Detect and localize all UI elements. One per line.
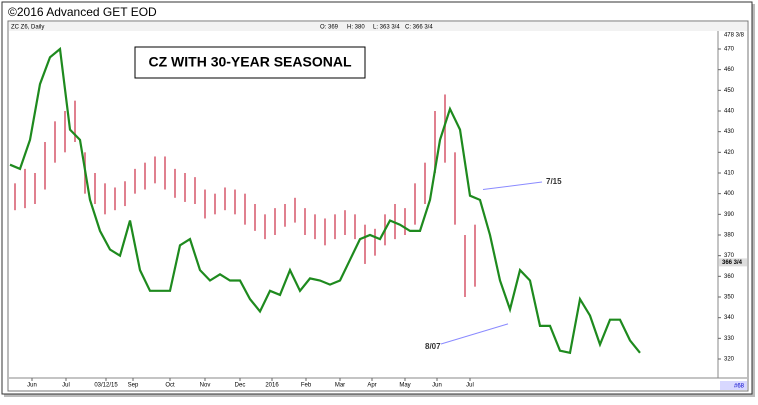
y-tick-label: 470 [724,47,735,53]
quote-high: H: 380 [347,25,365,31]
x-tick-label: Nov [200,383,211,389]
x-tick-label: Dec [235,383,246,389]
x-tick-label: Jun [432,383,442,389]
x-tick-label: Sep [128,383,139,389]
annotation-arrow [482,181,543,191]
last-price-label: 366 3/4 [722,260,743,266]
y-tick-label: 410 [724,171,735,177]
annotation-label: 7/15 [546,177,562,186]
x-tick-label: Oct [165,383,175,389]
seasonal-line [9,46,641,355]
quote-open: O: 369 [320,25,339,31]
x-tick-label: Jul [62,383,70,389]
y-tick-label: 330 [724,336,735,342]
symbol: ZC Z6, Daily [11,25,44,31]
top-label: 478 3/8 [724,33,745,39]
y-tick-label: 320 [724,357,735,363]
quote-close: C: 366 3/4 [405,25,433,31]
y-tick-label: 360 [724,274,735,280]
x-tick-label: May [399,383,410,389]
y-tick-label: 430 [724,129,735,135]
x-tick-label: 2016 [265,383,279,389]
y-tick-label: 390 [724,212,735,218]
y-tick-label: 460 [724,67,735,73]
x-tick-label: Mar [335,383,345,389]
header: ©2016 Advanced GET EOD [8,5,157,19]
chart-title: CZ WITH 30-YEAR SEASONAL [148,54,351,70]
y-tick-label: 350 [724,295,735,301]
y-tick-label: 440 [724,109,735,115]
annotation-label: 8/07 [425,342,441,351]
annotation-arrow [440,323,509,345]
y-tick-label: 340 [724,315,735,321]
y-tick-label: 420 [724,150,735,156]
y-tick-label: 400 [724,191,735,197]
y-tick-label: 380 [724,233,735,239]
chart-panel [7,20,749,392]
x-tick-label: Apr [367,383,376,389]
footer-box [720,381,747,390]
y-tick-label: 370 [724,253,735,259]
quote-low: L: 363 3/4 [373,25,400,31]
x-tick-label: Jun [27,383,37,389]
x-tick-label: Jul [466,383,474,389]
x-tick-label: 03/12/15 [94,383,118,389]
last-price-box [719,258,747,267]
x-tick-label: Feb [301,383,312,389]
sub-header [9,22,747,31]
y-tick-label: 450 [724,88,735,94]
title-box [134,46,366,79]
footer-label: #68 [734,384,745,390]
